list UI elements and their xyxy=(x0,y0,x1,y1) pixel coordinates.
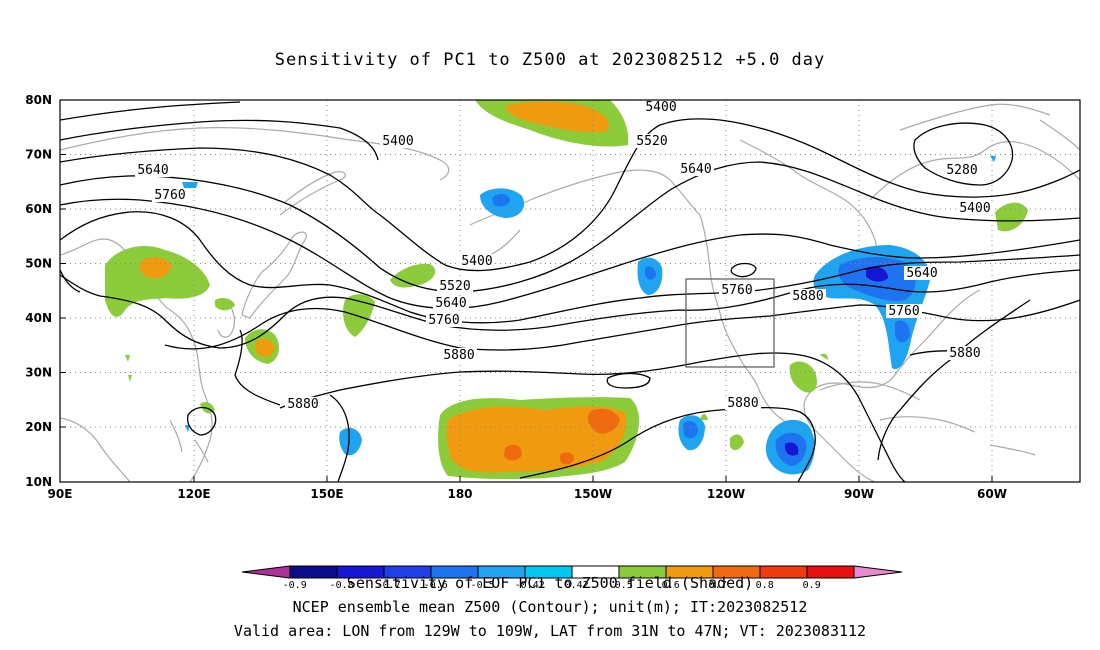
contour-label-bg xyxy=(135,163,171,177)
colorbar-tick-label: -0.7 xyxy=(377,580,401,591)
lat-label: 10N xyxy=(25,475,52,489)
contour-label-bg xyxy=(957,201,993,215)
contour-label: 5880 xyxy=(949,346,980,361)
contour-label-bg xyxy=(886,304,922,318)
contour-label-bg xyxy=(678,162,714,176)
latitude-axis: 80N 70N 60N 50N 40N 30N 20N 10N xyxy=(25,93,66,489)
longitude-axis: 90E 120E 150E 180 150W 120W 90W 60W xyxy=(48,476,1007,501)
contour-labels: 5400 5400 5520 5640 5280 5400 5640 5760 5400 5520… xyxy=(135,100,993,412)
lon-label: 90W xyxy=(844,487,874,501)
lat-label: 40N xyxy=(25,311,52,325)
contour-label: 5760 xyxy=(428,313,459,328)
lon-label: 60W xyxy=(977,487,1007,501)
z500-contours xyxy=(60,101,1080,482)
lon-label: 120E xyxy=(177,487,210,501)
colorbar-tick-label: 0.6 xyxy=(662,580,680,591)
contour-label: 5400 xyxy=(645,100,676,115)
contour-label: 5640 xyxy=(137,163,168,178)
colorbar-tick-label: -0.9 xyxy=(283,580,307,591)
caption-shading: Sensitivity of EOF PC1 to Z500 field (Sh… xyxy=(346,574,754,592)
colorbar-tick-label: 0.9 xyxy=(803,580,821,591)
colorbar-tick-label: 0.5 xyxy=(615,580,633,591)
contour-label: 5640 xyxy=(680,162,711,177)
contour-label: 5520 xyxy=(636,134,667,149)
lon-label: 90E xyxy=(48,487,73,501)
contour-label-bg xyxy=(904,266,940,280)
lat-label: 70N xyxy=(25,148,52,162)
lon-label: 150W xyxy=(574,487,612,501)
valid-area-box xyxy=(685,278,775,368)
contour-label-bg xyxy=(790,289,826,303)
shading-negative-high xyxy=(785,266,888,456)
contour-label: 5760 xyxy=(154,188,185,203)
contour-label-bg xyxy=(433,296,469,310)
lon-label: 150E xyxy=(310,487,343,501)
contour-label: 5760 xyxy=(888,304,919,319)
lat-label: 60N xyxy=(25,202,52,216)
contour-label-bg xyxy=(285,397,321,411)
contour-label: 5400 xyxy=(461,254,492,269)
colorbar-tick-label: -0.42 xyxy=(515,580,545,591)
map-title: Sensitivity of PC1 to Z500 at 2023082512… xyxy=(274,50,826,70)
contour-label: 5880 xyxy=(443,348,474,363)
contour-label: 5400 xyxy=(382,134,413,149)
plot-frame xyxy=(59,99,1081,483)
contour-label-bg xyxy=(643,100,679,114)
contour-label-bg xyxy=(719,283,755,297)
contour-label-bg xyxy=(441,348,477,362)
contour-label-bg xyxy=(459,254,495,268)
colorbar-tick-label: -0.6 xyxy=(424,580,448,591)
contour-label: 5880 xyxy=(792,289,823,304)
contour-label: 5760 xyxy=(721,283,752,298)
lat-label: 50N xyxy=(25,257,52,271)
contour-label: 5520 xyxy=(439,279,470,294)
contour-label-bg xyxy=(380,134,416,148)
colorbar-tick-label: 0.7 xyxy=(709,580,727,591)
contour-label-bg xyxy=(634,134,670,148)
contour-label-bg xyxy=(152,188,188,202)
colorbar: -0.9 -0.8 -0.7 -0.6 -0.5 -0.42 0.42 0.5 0.6 0.7 0.… xyxy=(241,565,903,591)
shading-positive-mid xyxy=(139,101,627,473)
lat-label: 80N xyxy=(25,93,52,107)
contour-label-bg xyxy=(725,396,761,410)
contour-label: 5640 xyxy=(906,266,937,281)
contour-label-bg xyxy=(944,163,980,177)
contour-label: 5400 xyxy=(959,201,990,216)
lat-label: 20N xyxy=(25,420,52,434)
contour-label: 5880 xyxy=(287,397,318,412)
colorbar-tick-label: 0.42 xyxy=(565,580,589,591)
lat-label: 30N xyxy=(25,366,52,380)
colorbar-tick-label: -0.8 xyxy=(330,580,354,591)
colorbar-tick-label: -0.5 xyxy=(471,580,495,591)
lon-label: 120W xyxy=(707,487,745,501)
contour-label: 5280 xyxy=(946,163,977,178)
caption-valid-area: Valid area: LON from 129W to 109W, LAT f… xyxy=(233,622,867,640)
contour-label-bg xyxy=(426,313,462,327)
colorbar-end-high xyxy=(853,565,903,579)
lon-label: 180 xyxy=(447,487,472,501)
contour-label: 5640 xyxy=(435,296,466,311)
colorbar-tick-label: 0.8 xyxy=(756,580,774,591)
caption-contour: NCEP ensemble mean Z500 (Contour); unit(… xyxy=(292,598,808,616)
contour-label: 5880 xyxy=(727,396,758,411)
contour-label-bg xyxy=(947,346,983,360)
contour-label-bg xyxy=(437,279,473,293)
